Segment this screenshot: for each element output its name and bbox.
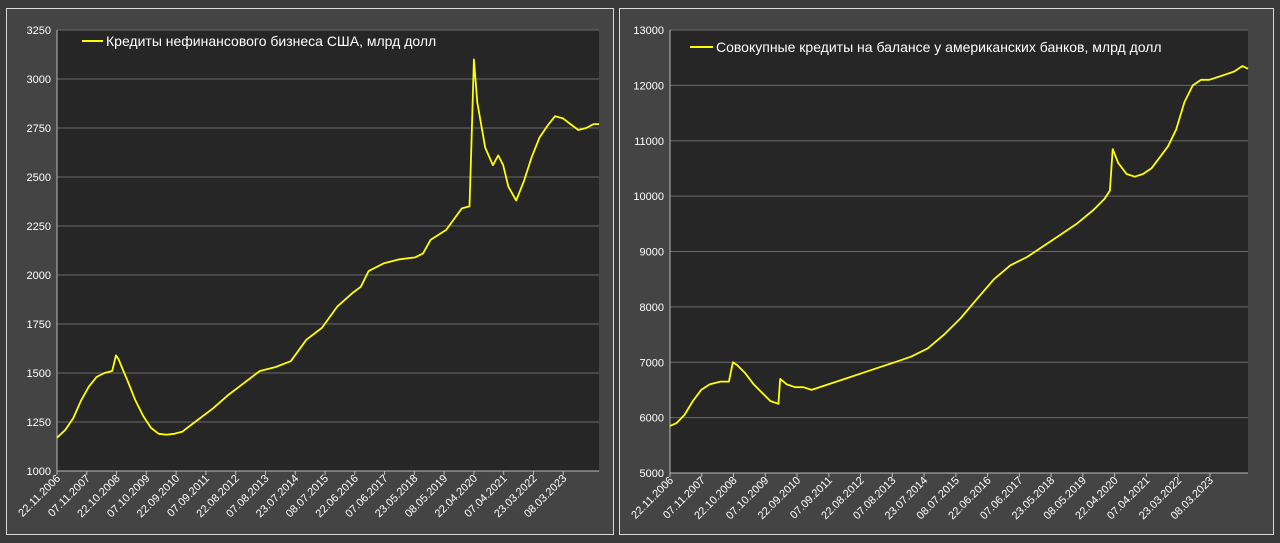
y-tick-label: 5000 [640,468,664,480]
y-tick-label: 2250 [27,221,51,233]
legend: Совокупные кредиты на балансе у американ… [690,39,1162,55]
y-tick-label: 6000 [640,413,664,425]
y-tick-label: 3250 [27,25,51,37]
y-tick-label: 11000 [634,136,664,148]
series-lines [669,65,1249,427]
y-tick-label: 1250 [27,417,51,429]
legend: Кредиты нефинансового бизнеса США, млрд … [82,33,436,49]
legend-label: Кредиты нефинансового бизнеса США, млрд … [106,33,436,49]
y-tick-label: 1750 [27,319,51,331]
y-tick-label: 13000 [633,25,664,37]
y-tick-label: 7000 [640,357,664,369]
x-axis: 22.11.200607.11.200722.10.200807.10.2009… [629,472,1248,522]
y-tick-label: 1000 [27,466,51,478]
plot-area [57,30,599,471]
business-loans-chart: 1000 1250 1500 1750 2000 2250 2500 2750 3000 3250… [16,25,599,520]
series-line [56,58,599,439]
grid-lines [57,29,599,472]
y-tick-label: 10000 [633,191,664,203]
legend-label: Совокупные кредиты на балансе у американ… [716,39,1162,55]
y-tick-label: 12000 [633,80,664,92]
y-tick-label: 3000 [27,74,51,86]
y-tick-label: 2750 [27,123,51,135]
x-axis: 22.11.200607.11.200722.10.200807.10.2009… [16,470,599,520]
y-tick-label: 9000 [640,247,664,259]
series-line [669,65,1249,427]
chart-panel-business-loans: 1000 1250 1500 1750 2000 2250 2500 2750 3000 3250… [6,8,614,535]
y-tick-label: 2500 [27,172,51,184]
y-axis: 5000 6000 7000 8000 9000 10000 11000 12000 13000 [633,25,671,480]
y-tick-label: 1500 [27,368,51,380]
y-axis: 1000 1250 1500 1750 2000 2250 2500 2750 3000 3250 [27,25,58,478]
chart-panel-bank-loans: 5000 6000 7000 8000 9000 10000 11000 12000 13000… [619,8,1274,535]
series-lines [56,58,599,439]
bank-loans-chart: 5000 6000 7000 8000 9000 10000 11000 12000 13000… [629,25,1249,522]
y-tick-label: 8000 [640,302,664,314]
y-tick-label: 2000 [27,270,51,282]
